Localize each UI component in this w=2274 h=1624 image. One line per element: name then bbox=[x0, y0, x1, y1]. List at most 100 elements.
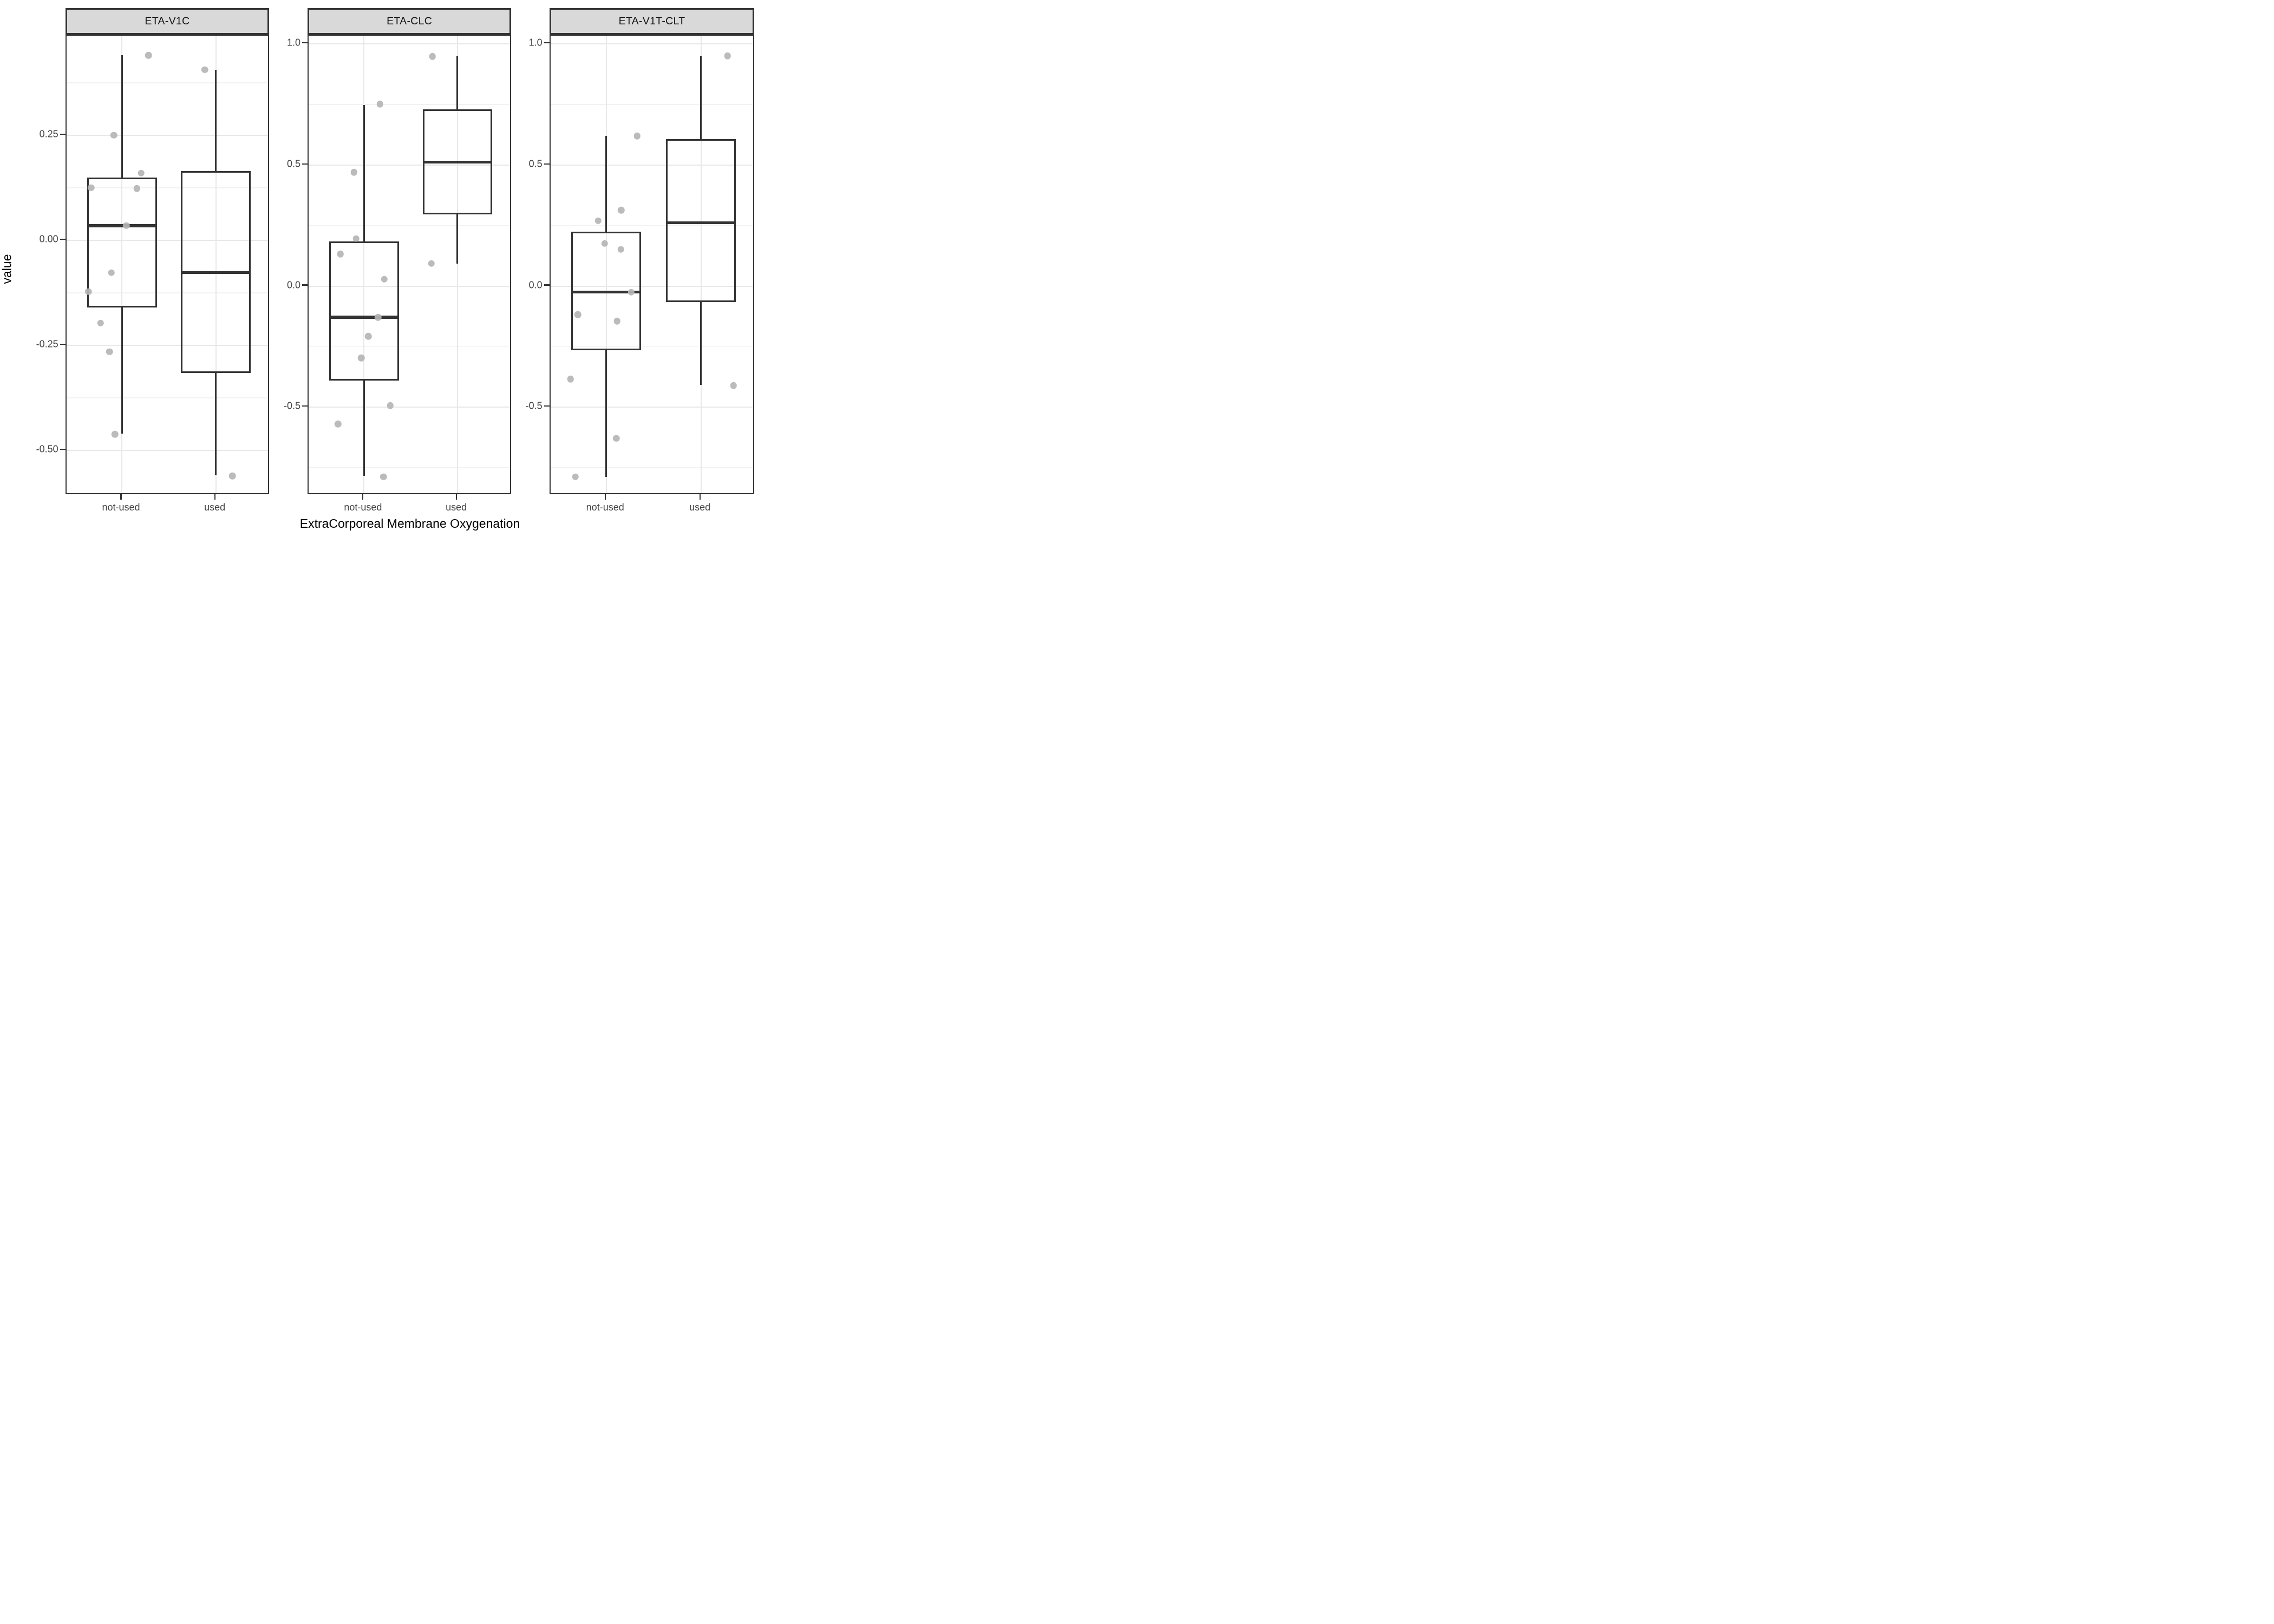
x-tick-mark bbox=[362, 494, 364, 500]
x-tick-mark bbox=[120, 494, 122, 500]
jitter-point bbox=[365, 332, 372, 340]
jitter-point bbox=[138, 169, 145, 177]
jitter-point bbox=[618, 206, 625, 214]
x-tick-label: not-used bbox=[344, 502, 382, 513]
jitter-point bbox=[613, 435, 620, 442]
jitter-point bbox=[730, 382, 737, 389]
jitter-point bbox=[201, 66, 208, 74]
grid-major-x bbox=[605, 36, 607, 493]
facet-title: ETA-CLC bbox=[387, 15, 433, 27]
jitter-point bbox=[567, 376, 574, 383]
x-axis-title: ExtraCorporeal Membrane Oxygenation bbox=[299, 516, 520, 531]
boxplot-median bbox=[181, 271, 251, 274]
grid-major-x bbox=[121, 36, 123, 493]
jitter-point bbox=[381, 276, 388, 283]
grid-minor-y bbox=[309, 467, 511, 468]
boxplot-whisker-upper bbox=[121, 55, 123, 178]
grid-minor-y bbox=[66, 292, 269, 293]
x-tick-label: used bbox=[689, 502, 711, 513]
y-tick-mark bbox=[60, 238, 66, 240]
grid-minor-y bbox=[550, 467, 754, 468]
boxplot-whisker-upper bbox=[605, 136, 607, 232]
grid-major-y bbox=[550, 407, 754, 408]
boxplot-whisker-lower bbox=[121, 307, 123, 434]
jitter-point bbox=[133, 185, 140, 192]
boxplot-median bbox=[666, 221, 736, 225]
y-tick-mark bbox=[60, 343, 66, 345]
jitter-point bbox=[123, 222, 130, 230]
jitter-point bbox=[97, 319, 104, 327]
boxplot-whisker-lower bbox=[456, 214, 458, 264]
y-tick-mark bbox=[302, 42, 308, 44]
x-tick-label: not-used bbox=[586, 502, 624, 513]
facet-title: ETA-V1T-CLT bbox=[618, 15, 685, 27]
jitter-point bbox=[376, 100, 383, 108]
y-tick-label: 0.00 bbox=[39, 233, 58, 245]
boxplot-whisker-upper bbox=[456, 56, 458, 109]
jitter-point bbox=[375, 313, 382, 321]
jitter-point bbox=[337, 251, 344, 258]
plot-panel bbox=[549, 35, 755, 494]
facet-strip: ETA-V1T-CLT bbox=[549, 8, 755, 35]
y-tick-label: -0.25 bbox=[36, 338, 58, 350]
y-tick-mark bbox=[60, 133, 66, 135]
boxplot-box bbox=[666, 139, 736, 303]
y-tick-mark bbox=[302, 405, 308, 407]
grid-major-y bbox=[309, 43, 511, 45]
jitter-point bbox=[334, 420, 342, 428]
jitter-point bbox=[628, 289, 635, 296]
boxplot-whisker-upper bbox=[363, 104, 365, 241]
grid-major-x bbox=[700, 36, 702, 493]
y-tick-label: -0.5 bbox=[283, 400, 300, 411]
y-tick-mark bbox=[544, 163, 550, 165]
y-tick-mark bbox=[544, 42, 550, 44]
jitter-point bbox=[380, 473, 387, 480]
jitter-point bbox=[617, 246, 624, 253]
y-tick-label: 0.0 bbox=[528, 279, 543, 291]
y-tick-label: 1.0 bbox=[528, 37, 543, 48]
jitter-point bbox=[387, 402, 394, 409]
grid-minor-y bbox=[309, 225, 511, 226]
x-tick-mark bbox=[455, 494, 457, 500]
jitter-point bbox=[574, 311, 581, 318]
grid-minor-y bbox=[550, 225, 754, 226]
y-tick-label: 0.0 bbox=[286, 279, 300, 291]
jitter-point bbox=[108, 269, 115, 276]
y-tick-label: -0.5 bbox=[525, 400, 543, 411]
facet-title: ETA-V1C bbox=[145, 15, 190, 27]
boxplot-median bbox=[422, 160, 492, 164]
grid-major-y bbox=[550, 164, 754, 166]
y-tick-mark bbox=[544, 405, 550, 407]
x-tick-mark bbox=[214, 494, 215, 500]
jitter-point bbox=[572, 473, 579, 480]
plot-panel bbox=[308, 35, 512, 494]
y-tick-label: 0.5 bbox=[286, 158, 300, 169]
boxplot-whisker-upper bbox=[215, 69, 217, 171]
grid-major-y bbox=[550, 285, 754, 287]
grid-major-y bbox=[66, 449, 269, 451]
jitter-point bbox=[633, 132, 641, 140]
x-tick-mark bbox=[604, 494, 606, 500]
jitter-point bbox=[112, 431, 119, 438]
grid-major-y bbox=[550, 43, 754, 45]
y-tick-label: 1.0 bbox=[286, 37, 300, 48]
y-tick-mark bbox=[302, 284, 308, 286]
x-tick-label: not-used bbox=[102, 502, 140, 513]
facet-strip: ETA-CLC bbox=[308, 8, 512, 35]
boxplot-median bbox=[329, 316, 399, 319]
jitter-point bbox=[87, 184, 95, 192]
grid-major-y bbox=[66, 134, 269, 136]
grid-major-y bbox=[309, 407, 511, 408]
grid-major-y bbox=[309, 164, 511, 166]
boxplot-box bbox=[87, 177, 157, 308]
jitter-point bbox=[228, 473, 236, 480]
x-tick-label: used bbox=[204, 502, 226, 513]
jitter-point bbox=[145, 52, 152, 59]
boxplot-whisker-upper bbox=[700, 56, 702, 139]
grid-major-x bbox=[215, 36, 217, 493]
grid-major-x bbox=[363, 36, 365, 493]
y-tick-mark bbox=[544, 284, 550, 286]
grid-major-y bbox=[66, 239, 269, 241]
y-axis-title: value bbox=[0, 254, 14, 284]
y-tick-mark bbox=[60, 448, 66, 450]
